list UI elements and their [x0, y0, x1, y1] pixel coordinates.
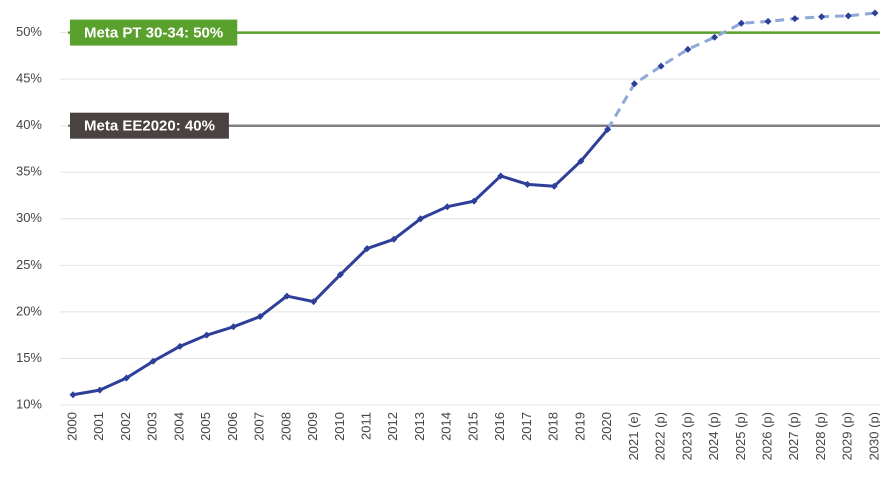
point-marker [363, 245, 371, 253]
x-tick-label: 2030 (p) [866, 412, 880, 460]
point-marker [229, 323, 237, 331]
point-marker [791, 15, 799, 23]
point-marker [684, 45, 692, 53]
x-tick-label: 2029 (p) [840, 412, 855, 460]
x-tick-label: 2010 [332, 412, 347, 441]
x-tick-label: 2015 [465, 412, 480, 441]
x-tick-label: 2009 [305, 412, 320, 441]
point-marker [122, 374, 130, 382]
point-marker [630, 80, 638, 88]
x-tick-label: 2027 (p) [786, 412, 801, 460]
x-tick-label: 2004 [171, 412, 186, 441]
x-tick-label: 2014 [439, 412, 454, 441]
data-line [72, 128, 609, 397]
x-tick-label: 2017 [519, 412, 534, 441]
y-tick-label: 30% [16, 210, 42, 225]
x-tick-label: 2021 (e) [626, 412, 641, 460]
point-marker [336, 271, 344, 279]
point-marker [443, 203, 451, 211]
x-tick-label: 2000 [64, 412, 79, 441]
point-marker [497, 172, 505, 180]
point-marker [283, 292, 291, 300]
x-tick-label: 2001 [91, 412, 106, 441]
point-marker [764, 17, 772, 25]
point-marker [550, 182, 558, 190]
y-tick-label: 20% [16, 303, 42, 318]
point-marker [844, 12, 852, 20]
x-tick-label: 2020 [599, 412, 614, 441]
point-marker [657, 62, 665, 70]
point-marker [604, 125, 612, 133]
x-tick-label: 2007 [252, 412, 267, 441]
point-marker [176, 342, 184, 350]
projection-line [606, 11, 876, 131]
point-marker [470, 197, 478, 205]
point-marker [523, 180, 531, 188]
point-marker [69, 391, 77, 399]
x-tick-label: 2028 (p) [813, 412, 828, 460]
x-tick-label: 2006 [225, 412, 240, 441]
x-tick-label: 2013 [412, 412, 427, 441]
x-tick-label: 2022 (p) [653, 412, 668, 460]
point-marker [149, 357, 157, 365]
x-tick-label: 2008 [278, 412, 293, 441]
y-tick-label: 15% [16, 350, 42, 365]
y-tick-label: 35% [16, 164, 42, 179]
point-marker [390, 235, 398, 243]
annotation-box [70, 19, 238, 46]
x-tick-label: 2002 [118, 412, 133, 441]
x-tick-label: 2012 [385, 412, 400, 441]
y-tick-label: 40% [16, 117, 42, 132]
x-tick-label: 2005 [198, 412, 213, 441]
point-marker [96, 386, 104, 394]
point-marker [256, 313, 264, 321]
point-marker [818, 13, 826, 21]
x-tick-label: 2011 [359, 412, 374, 440]
point-marker [711, 33, 719, 41]
x-tick-label: 2016 [492, 412, 507, 441]
point-marker [203, 331, 211, 339]
annotation-box [70, 112, 229, 139]
annotation-label: Meta PT 30-34: 50% [84, 25, 223, 42]
x-tick-label: 2024 (p) [706, 412, 721, 460]
y-tick-label: 50% [16, 24, 42, 39]
x-tick-label: 2026 (p) [760, 412, 775, 460]
y-tick-label: 10% [16, 396, 42, 411]
x-tick-label: 2018 [546, 412, 561, 441]
x-tick-label: 2023 (p) [679, 412, 694, 460]
point-marker [737, 19, 745, 27]
point-marker [310, 298, 318, 306]
point-marker [871, 9, 879, 17]
y-tick-label: 45% [16, 71, 42, 86]
point-marker [417, 215, 425, 223]
point-marker [577, 157, 585, 165]
x-tick-label: 2025 (p) [733, 412, 748, 460]
y-tick-label: 25% [16, 257, 42, 272]
annotation-label: Meta EE2020: 40% [84, 118, 215, 135]
x-tick-label: 2019 [572, 412, 587, 441]
x-tick-label: 2003 [145, 412, 160, 441]
